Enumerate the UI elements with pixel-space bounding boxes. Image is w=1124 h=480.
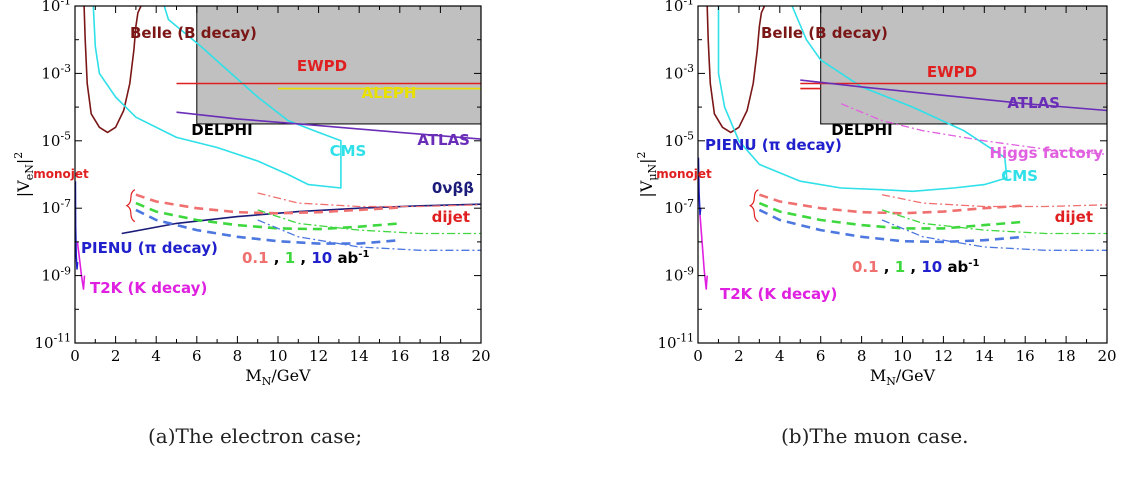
annotation-higgs-factory: Higgs factory <box>989 144 1103 162</box>
series-10 <box>758 208 1026 244</box>
x-tick-label: 10 <box>893 347 912 365</box>
series-pienu-decay <box>74 181 79 270</box>
x-tick-label: 12 <box>934 347 953 365</box>
y-tick-label: 10-11 <box>35 332 71 352</box>
annotation-t2k-k-decay: T2K (K decay) <box>720 285 837 303</box>
series-dijet-0-1 <box>881 194 1108 208</box>
y-tick-label: 10-5 <box>664 130 694 150</box>
annotation-atlas: ATLAS <box>417 131 470 149</box>
y-axis-label: |VeN|2 <box>12 152 36 197</box>
x-tick-label: 6 <box>192 347 202 365</box>
x-tick-label: 0 <box>70 347 80 365</box>
x-tick-label: 0 <box>693 347 703 365</box>
annotation-cms: CMS <box>330 142 367 160</box>
series-belle-b-decay <box>83 5 142 134</box>
x-tick-label: 14 <box>350 347 369 365</box>
annotation-ewpd: EWPD <box>927 63 977 81</box>
x-axis-label: MN/GeV <box>870 366 936 388</box>
x-tick-label: 2 <box>734 347 744 365</box>
y-tick-label: 10-5 <box>41 130 71 150</box>
excluded-region-delphi <box>196 5 482 125</box>
annotation-monojet: monojet <box>656 167 712 181</box>
annotation-t2k-k-decay: T2K (K decay) <box>90 279 207 297</box>
series-10 <box>135 208 400 245</box>
annotation-dijet: dijet <box>1055 208 1093 226</box>
annotation-delphi: DELPHI <box>831 121 892 139</box>
series-1 <box>135 201 400 231</box>
series-belle-b-decay <box>706 5 766 134</box>
series-atlas <box>800 79 1108 112</box>
annotation-monojet: monojet <box>33 167 89 181</box>
annotation-atlas: ATLAS <box>1007 94 1060 112</box>
y-tick-label: 10-3 <box>41 62 71 82</box>
caption-muon-case: (b)The muon case. <box>781 424 969 448</box>
annotation-belle-b-decay: Belle (B decay) <box>130 24 257 42</box>
x-tick-label: 18 <box>1057 347 1076 365</box>
monojet-brace <box>125 189 136 223</box>
x-tick-label: 12 <box>309 347 328 365</box>
luminosity-label: 0.1 , 1 , 10 ab-1 <box>242 249 369 267</box>
chart-panel-electron: 0 2 4 6 8 10 12 14 16 18 20 10-1 10-3 10-5 10-7 10-9 10-… <box>12 0 491 388</box>
x-tick-label: 14 <box>975 347 994 365</box>
annotation-ewpd: EWPD <box>297 57 347 75</box>
annotation-aleph: ALEPH <box>362 84 417 102</box>
series-0-1 <box>135 193 400 215</box>
x-tick-label: 10 <box>268 347 287 365</box>
y-axis-label: |VμN|2 <box>635 151 659 197</box>
luminosity-label: 0.1 , 1 , 10 ab-1 <box>852 258 979 276</box>
y-tick-label: 10-7 <box>664 197 694 217</box>
x-tick-label: 16 <box>390 347 409 365</box>
y-tick-label: 10-9 <box>41 264 71 284</box>
excluded-region-delphi <box>820 5 1108 125</box>
y-tick-label: 10-9 <box>664 264 694 284</box>
annotation-dijet: dijet <box>432 208 470 226</box>
x-tick-label: 6 <box>816 347 826 365</box>
series-0 <box>121 203 482 235</box>
series-dijet-1 <box>257 209 481 235</box>
x-tick-label: 8 <box>857 347 867 365</box>
y-tick-label: 10-1 <box>664 0 694 15</box>
series-cms <box>92 5 342 189</box>
x-tick-label: 20 <box>1097 347 1116 365</box>
caption-electron-case: (a)The electron case; <box>148 424 363 448</box>
annotation-delphi: DELPHI <box>191 121 252 139</box>
x-tick-label: 2 <box>111 347 121 365</box>
y-tick-label: 10-11 <box>658 332 694 352</box>
x-tick-label: 4 <box>775 347 785 365</box>
y-tick-label: 10-7 <box>41 197 71 217</box>
y-tick-label: 10-1 <box>41 0 71 15</box>
series-1 <box>758 201 1026 230</box>
series-atlas <box>176 111 482 140</box>
y-tick-label: 10-3 <box>664 62 694 82</box>
annotation-pienu-decay: PIENU (π decay) <box>81 239 218 257</box>
x-tick-label: 16 <box>1016 347 1035 365</box>
x-tick-label: 4 <box>151 347 161 365</box>
series-0-1 <box>758 193 1026 215</box>
x-tick-label: 20 <box>471 347 490 365</box>
series-dijet-0-1 <box>257 192 482 208</box>
series-higgs-factory <box>840 103 1108 155</box>
x-tick-label: 8 <box>233 347 243 365</box>
series-dijet-10 <box>881 219 1107 251</box>
chart-panel-muon: 0 2 4 6 8 10 12 14 16 18 20 10-1 10-3 10-5 10-7 10-9 10-… <box>635 0 1117 388</box>
x-tick-label: 18 <box>431 347 450 365</box>
annotation-pienu-decay: PIENU (π decay) <box>705 136 842 154</box>
series-dijet-1 <box>881 209 1107 235</box>
series-t2k-k-decay <box>699 214 708 290</box>
annotation-cms: CMS <box>1001 167 1038 185</box>
monojet-brace <box>748 189 759 223</box>
annotation-belle-b-decay: Belle (B decay) <box>761 24 888 42</box>
x-axis-label: MN/GeV <box>245 366 311 388</box>
annotation-0: 0νββ <box>432 179 474 197</box>
